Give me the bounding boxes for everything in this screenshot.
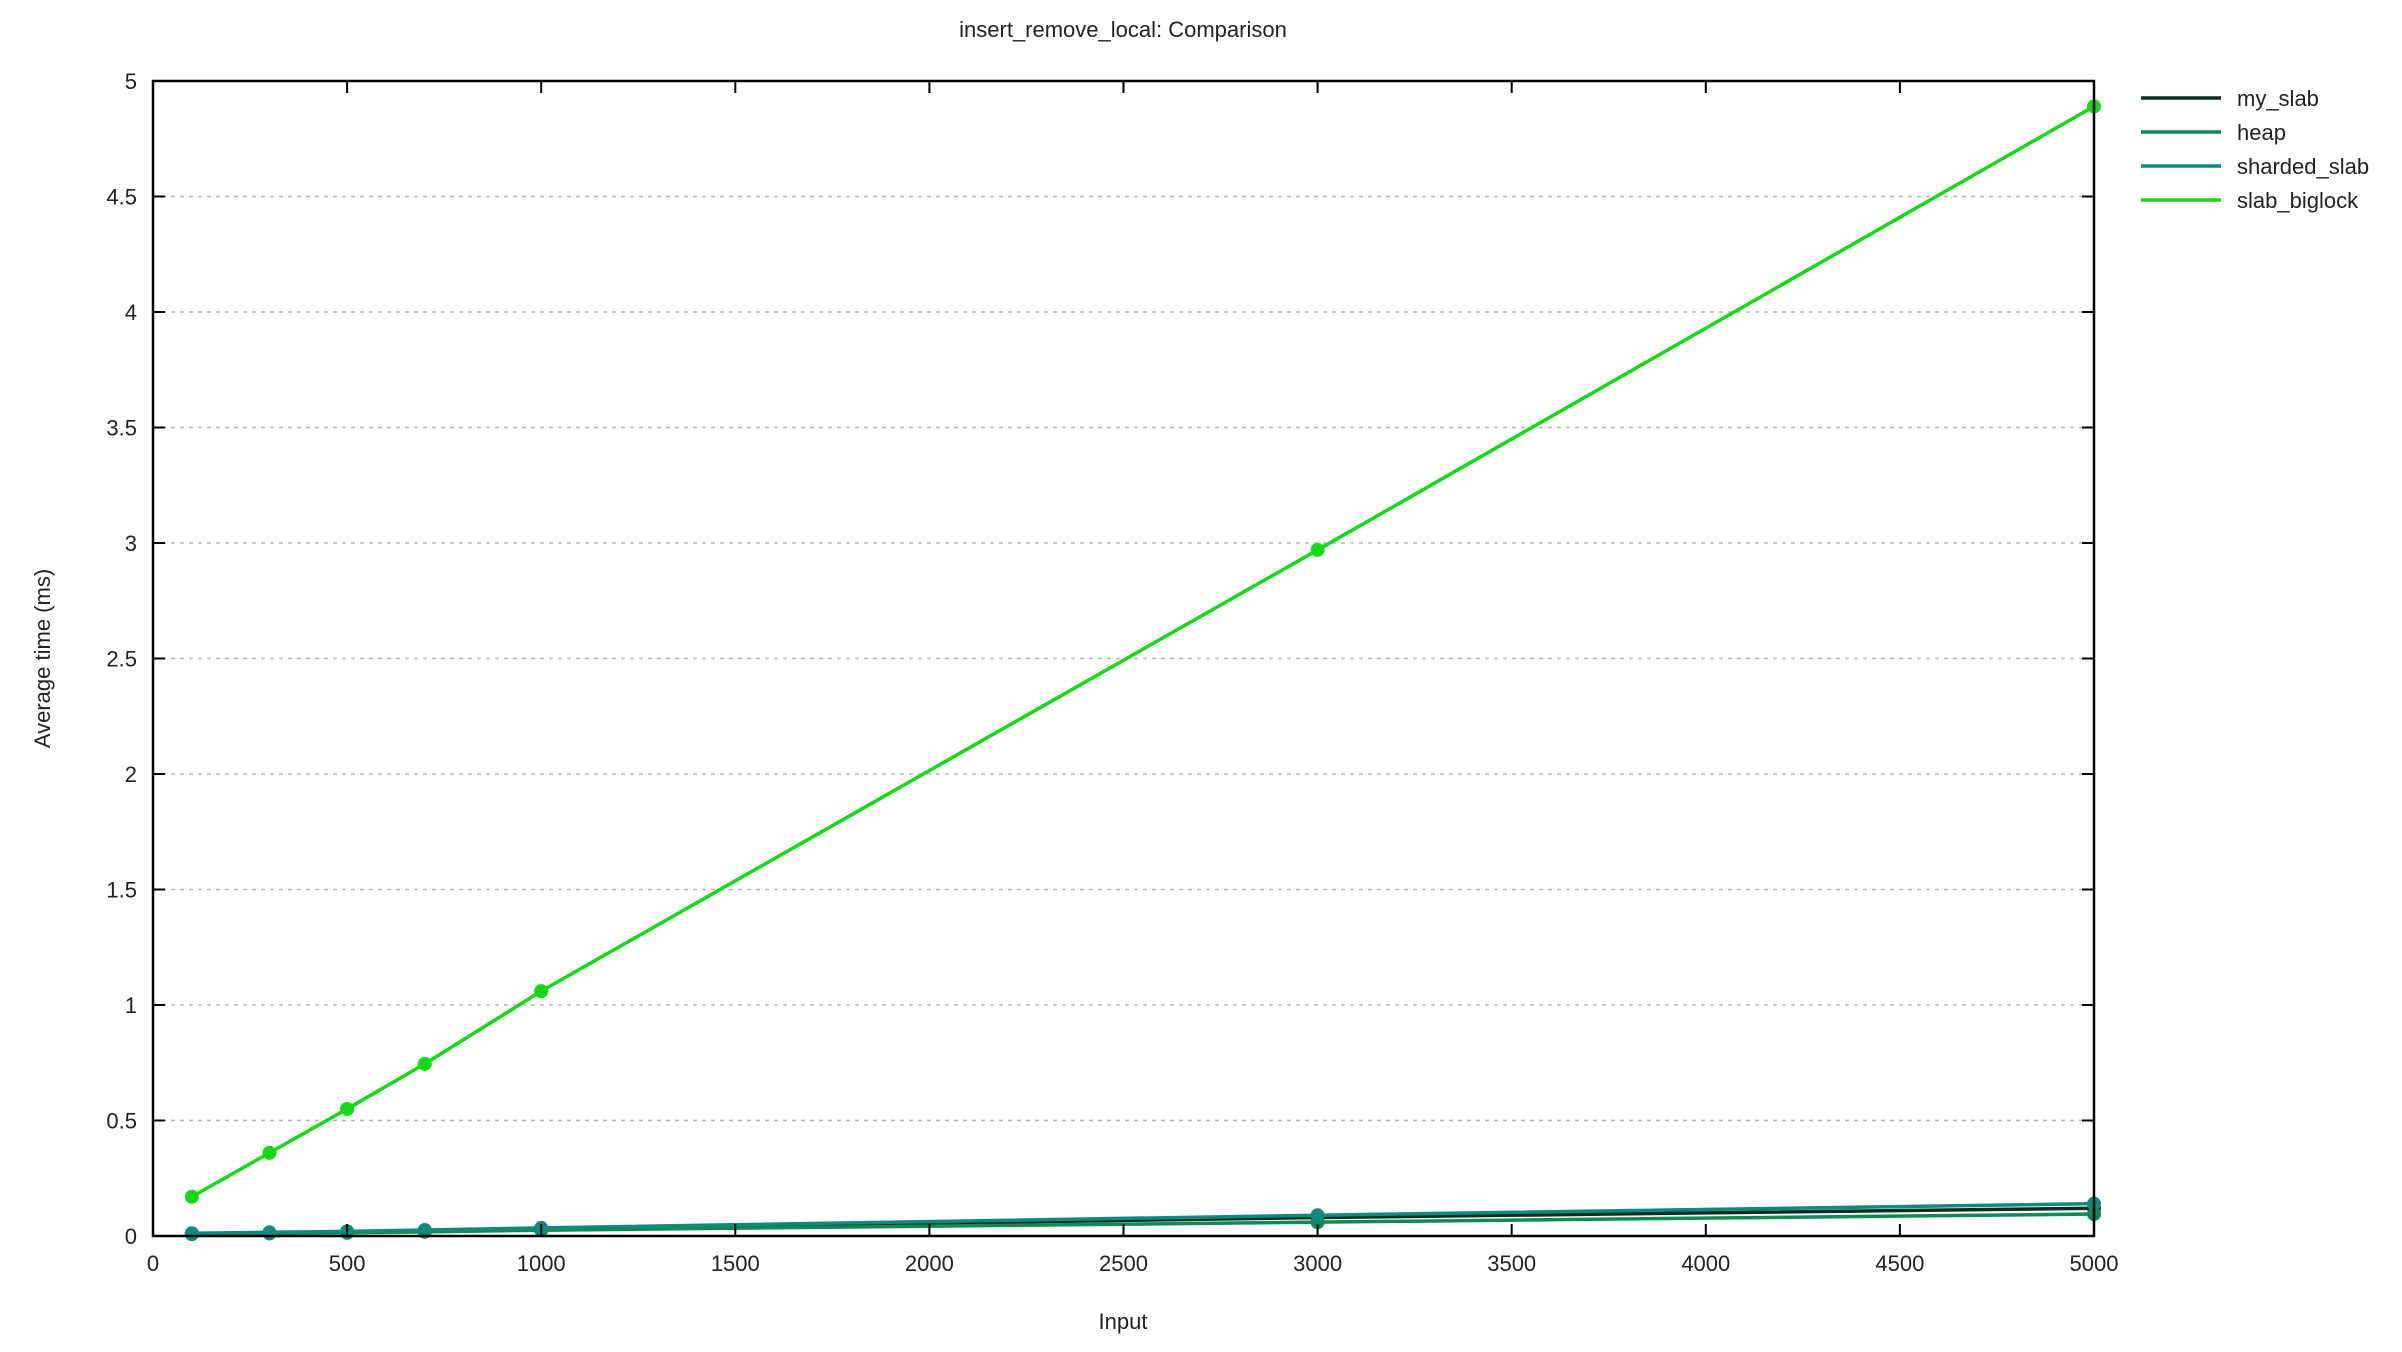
data-point xyxy=(417,1222,432,1237)
y-tick-label: 1 xyxy=(125,993,137,1018)
y-tick-label: 4 xyxy=(125,300,137,325)
legend-item: my_slab xyxy=(2141,86,2319,111)
data-point xyxy=(184,1226,199,1241)
series-slab-biglock xyxy=(184,99,2101,1204)
y-tick-label: 3 xyxy=(125,531,137,556)
data-point xyxy=(340,1101,355,1116)
x-tick-label: 4500 xyxy=(1875,1251,1924,1276)
series-line xyxy=(190,104,2095,1199)
x-tick-label: 4000 xyxy=(1681,1251,1730,1276)
legend-item: heap xyxy=(2141,120,2286,145)
legend-label: slab_biglock xyxy=(2237,188,2359,213)
data-point xyxy=(262,1145,277,1160)
axis-ticks: 0 0.5 1 1.5 2 2.5 3 3.5 4 4.5 5 0 500 1000 1500 2000 250… xyxy=(106,69,2118,1276)
y-tick-label: 0.5 xyxy=(106,1109,137,1134)
legend-label: heap xyxy=(2237,120,2286,145)
data-point xyxy=(1310,542,1325,557)
legend-item: slab_biglock xyxy=(2141,188,2359,213)
data-point xyxy=(1310,1208,1325,1223)
series-lines xyxy=(184,99,2101,1242)
legend-label: my_slab xyxy=(2237,86,2319,111)
x-tick-label: 1000 xyxy=(517,1251,566,1276)
x-tick-label: 1500 xyxy=(711,1251,760,1276)
y-tick-label: 2.5 xyxy=(106,647,137,672)
y-tick-label: 1.5 xyxy=(106,878,137,903)
x-tick-label: 2500 xyxy=(1099,1251,1148,1276)
x-tick-label: 0 xyxy=(147,1251,159,1276)
legend-item: sharded_slab xyxy=(2141,154,2369,179)
y-axis-label: Average time (ms) xyxy=(30,569,55,748)
y-tick-label: 4.5 xyxy=(106,185,137,210)
data-point xyxy=(534,984,549,999)
y-tick-label: 2 xyxy=(125,762,137,787)
x-tick-label: 500 xyxy=(329,1251,366,1276)
legend-label: sharded_slab xyxy=(2237,154,2369,179)
x-tick-label: 5000 xyxy=(2070,1251,2119,1276)
y-tick-label: 0 xyxy=(125,1224,137,1249)
y-tick-label: 3.5 xyxy=(106,416,137,441)
x-tick-label: 2000 xyxy=(905,1251,954,1276)
y-tick-label: 5 xyxy=(125,69,137,94)
chart-title: insert_remove_local: Comparison xyxy=(959,17,1287,42)
x-tick-label: 3000 xyxy=(1293,1251,1342,1276)
x-tick-label: 3500 xyxy=(1487,1251,1536,1276)
data-point xyxy=(184,1189,199,1204)
x-axis-label: Input xyxy=(1099,1309,1148,1334)
data-point xyxy=(417,1056,432,1071)
